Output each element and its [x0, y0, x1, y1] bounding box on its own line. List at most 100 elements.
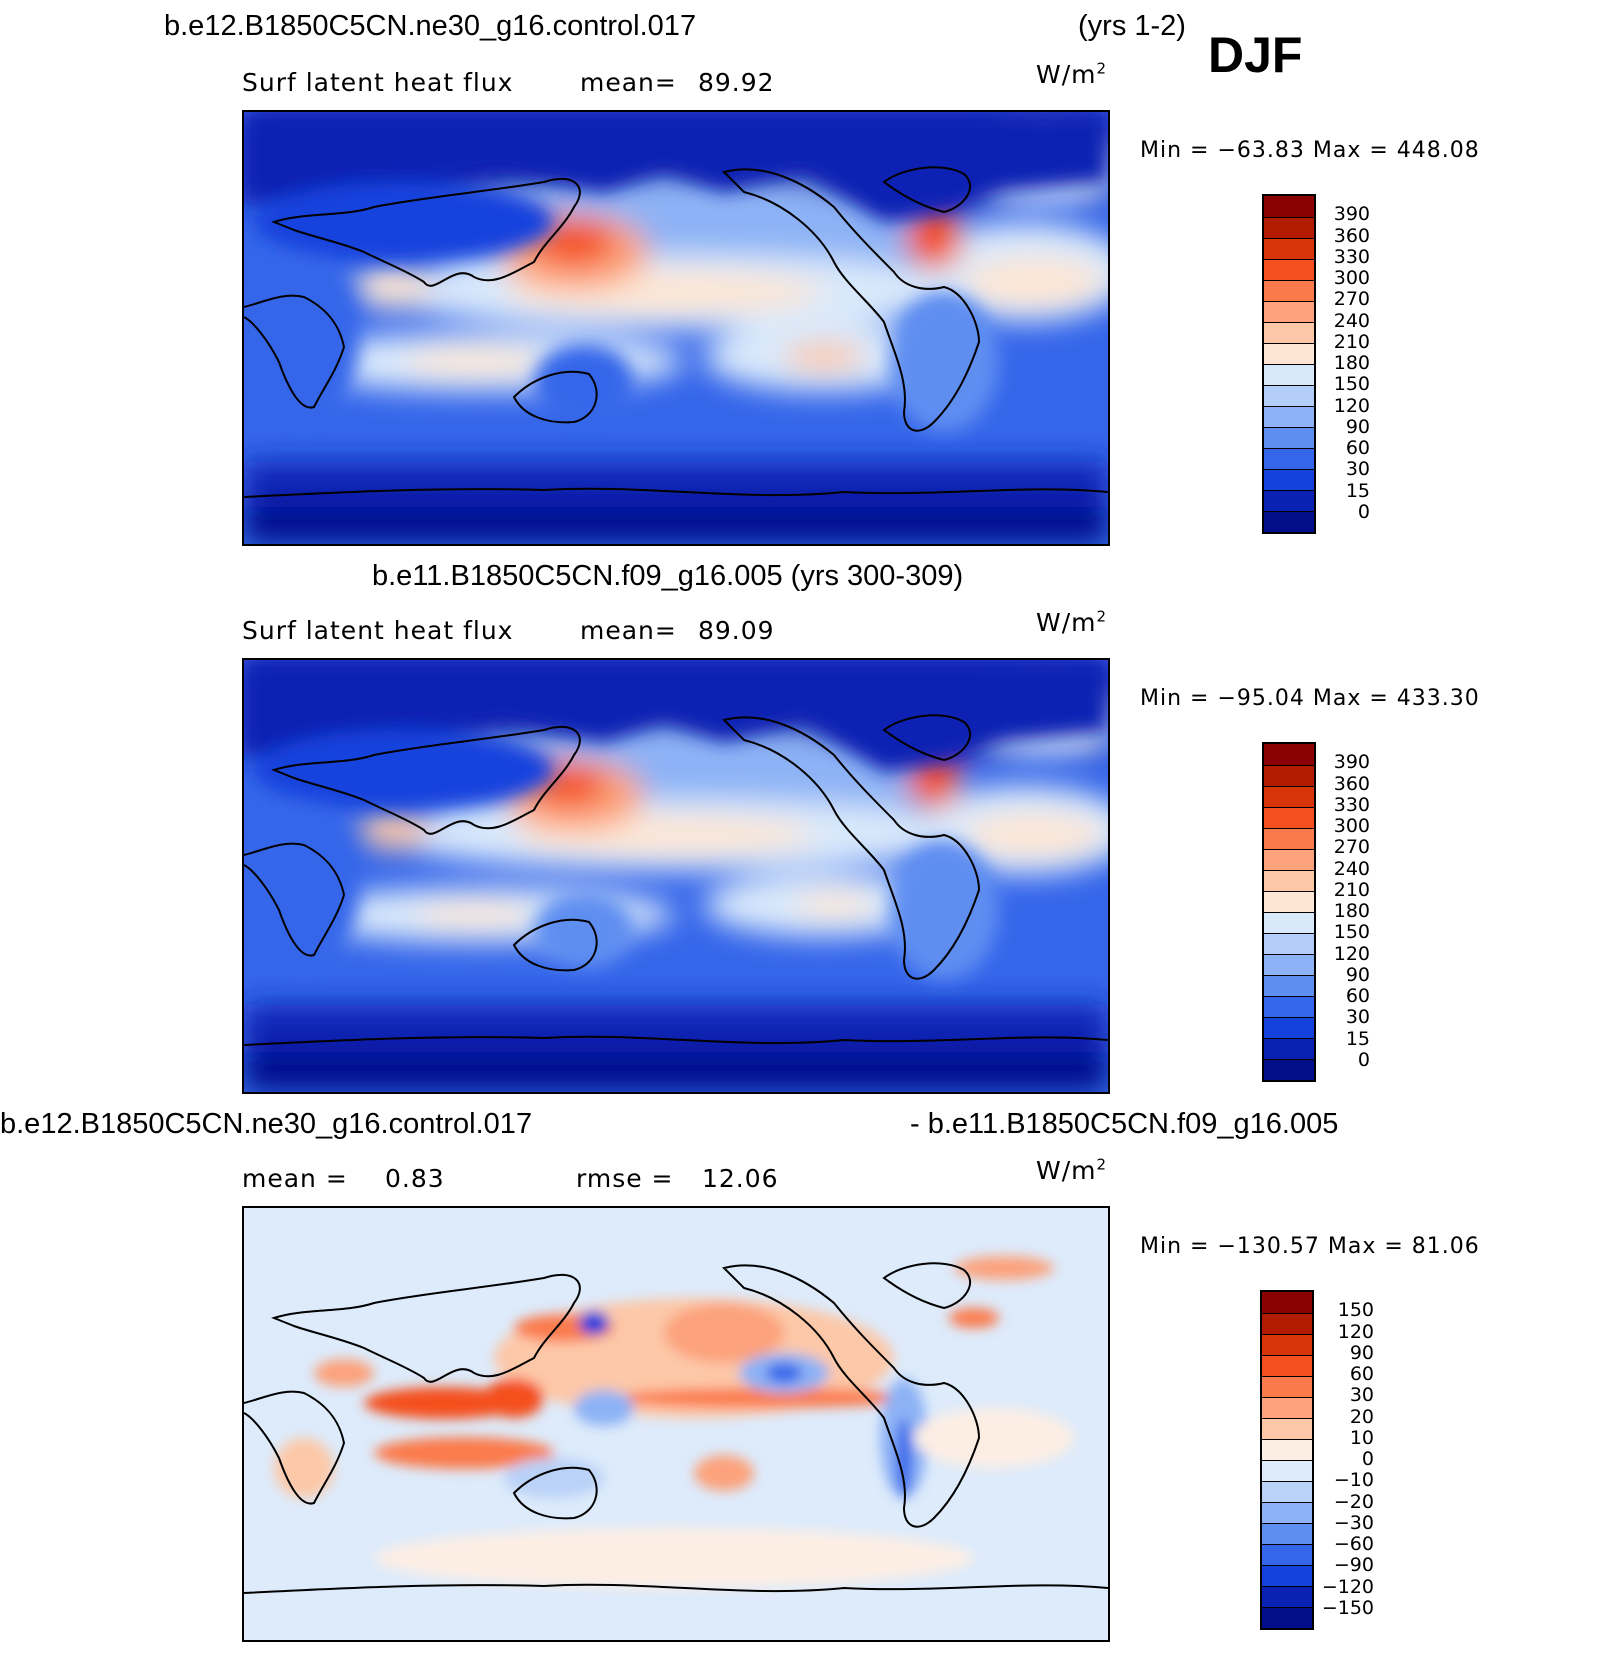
- colorbar-tick-label: 300: [1333, 815, 1370, 837]
- colorbar-tick-label: 120: [1337, 1320, 1374, 1343]
- colorbar-swatch: [1264, 954, 1314, 975]
- colorbar-swatch: [1264, 828, 1314, 849]
- colorbar-swatch: [1264, 975, 1314, 996]
- panel1-variable: Surf latent heat flux: [242, 68, 514, 97]
- colorbar-tick-label: 210: [1333, 330, 1370, 353]
- colorbar-tick-label: −120: [1321, 1575, 1374, 1598]
- panel1-mean-label: mean=: [580, 68, 677, 97]
- panel1-colorbar: [1262, 194, 1316, 534]
- colorbar-tick-label: 390: [1333, 203, 1370, 226]
- colorbar-swatch: [1264, 1059, 1314, 1080]
- colorbar-swatch: [1262, 1460, 1312, 1481]
- colorbar-swatch: [1262, 1586, 1312, 1607]
- colorbar-swatch: [1264, 217, 1314, 238]
- colorbar-swatch: [1264, 385, 1314, 406]
- colorbar-tick-label: 180: [1333, 352, 1370, 374]
- colorbar-swatch: [1262, 1607, 1312, 1628]
- colorbar-swatch: [1262, 1313, 1312, 1334]
- colorbar-swatch: [1264, 259, 1314, 280]
- colorbar-tick-label: −30: [1333, 1511, 1374, 1534]
- panel2-map: [242, 658, 1110, 1094]
- colorbar-tick-label: 0: [1361, 1448, 1374, 1470]
- colorbar-tick-label: 120: [1333, 394, 1370, 417]
- panel1-units: W/m2: [1036, 59, 1108, 89]
- colorbar-swatch: [1262, 1334, 1312, 1355]
- colorbar-swatch: [1264, 786, 1314, 807]
- panel1-map: [242, 110, 1110, 546]
- colorbar-tick-label: −90: [1333, 1554, 1374, 1577]
- colorbar-tick-label: 150: [1333, 921, 1370, 944]
- colorbar-tick-label: 0: [1357, 1048, 1370, 1071]
- colorbar-tick-label: 240: [1333, 857, 1370, 880]
- colorbar-tick-label: 240: [1333, 309, 1370, 332]
- panel2-units: W/m2: [1036, 607, 1108, 637]
- colorbar-swatch: [1264, 280, 1314, 301]
- colorbar-tick-label: 270: [1333, 288, 1370, 311]
- panel2-colorbar: [1262, 742, 1316, 1082]
- panel2-colorbar-labels: 390 360 330 300 270 240 210 180 150 120 90 60 30 15 0: [1320, 742, 1370, 1082]
- panel2-variable: Surf latent heat flux: [242, 616, 514, 645]
- colorbar-tick-label: 30: [1345, 458, 1370, 481]
- colorbar-tick-label: 15: [1345, 479, 1370, 502]
- colorbar-swatch: [1262, 1565, 1312, 1586]
- colorbar-tick-label: 150: [1337, 1299, 1374, 1322]
- colorbar-tick-label: 390: [1333, 751, 1370, 774]
- panel1-mean-value: 89.92: [698, 68, 775, 97]
- colorbar-tick-label: 0: [1357, 500, 1370, 523]
- colorbar-swatch: [1264, 196, 1314, 217]
- years-label: (yrs 1-2): [1078, 10, 1186, 42]
- panel2-title: b.e11.B1850C5CN.f09_g16.005 (yrs 300-309…: [372, 560, 964, 592]
- colorbar-tick-label: 30: [1345, 1006, 1370, 1029]
- colorbar-swatch: [1262, 1502, 1312, 1523]
- colorbar-swatch: [1264, 891, 1314, 912]
- panel3-title-right: - b.e11.B1850C5CN.f09_g16.005: [910, 1108, 1339, 1140]
- colorbar-tick-label: 15: [1345, 1027, 1370, 1050]
- colorbar-swatch: [1264, 427, 1314, 448]
- colorbar-tick-label: 150: [1333, 373, 1370, 396]
- panel2-minmax: Min = −95.04 Max = 433.30: [1140, 686, 1480, 711]
- panel3-mean-value: 0.83: [385, 1164, 445, 1193]
- colorbar-tick-label: 210: [1333, 878, 1370, 901]
- panel3-map: [242, 1206, 1110, 1642]
- panel2-mean-label: mean=: [580, 616, 677, 645]
- colorbar-tick-label: 60: [1345, 985, 1370, 1007]
- panel3-minmax: Min = −130.57 Max = 81.06: [1140, 1234, 1480, 1259]
- colorbar-swatch: [1264, 448, 1314, 469]
- colorbar-swatch: [1262, 1544, 1312, 1565]
- colorbar-tick-label: 60: [1345, 437, 1370, 459]
- colorbar-swatch: [1264, 490, 1314, 511]
- colorbar-tick-label: 330: [1333, 245, 1370, 268]
- colorbar-swatch: [1264, 469, 1314, 490]
- colorbar-tick-label: −60: [1333, 1533, 1374, 1555]
- colorbar-swatch: [1264, 933, 1314, 954]
- colorbar-swatch: [1262, 1376, 1312, 1397]
- colorbar-tick-label: 300: [1333, 267, 1370, 289]
- panel3-units: W/m2: [1036, 1155, 1108, 1185]
- colorbar-tick-label: 360: [1333, 772, 1370, 795]
- colorbar-swatch: [1262, 1523, 1312, 1544]
- colorbar-tick-label: 60: [1349, 1363, 1374, 1385]
- colorbar-swatch: [1264, 765, 1314, 786]
- colorbar-tick-label: 10: [1349, 1426, 1374, 1449]
- colorbar-swatch: [1264, 912, 1314, 933]
- colorbar-swatch: [1264, 744, 1314, 765]
- colorbar-tick-label: 360: [1333, 224, 1370, 247]
- colorbar-tick-label: 90: [1345, 963, 1370, 986]
- panel2-mean-value: 89.09: [698, 616, 775, 645]
- colorbar-swatch: [1264, 511, 1314, 532]
- colorbar-swatch: [1262, 1439, 1312, 1460]
- panel1-colorbar-labels: 390 360 330 300 270 240 210 180 150 120 90 60 30 15 0: [1320, 194, 1370, 534]
- colorbar-swatch: [1262, 1355, 1312, 1376]
- colorbar-swatch: [1264, 1017, 1314, 1038]
- colorbar-tick-label: 20: [1349, 1405, 1374, 1428]
- case-title: b.e12.B1850C5CN.ne30_g16.control.017: [164, 10, 697, 42]
- colorbar-tick-label: 90: [1349, 1341, 1374, 1364]
- colorbar-tick-label: −150: [1321, 1596, 1374, 1619]
- colorbar-swatch: [1264, 870, 1314, 891]
- colorbar-swatch: [1264, 322, 1314, 343]
- colorbar-tick-label: 30: [1349, 1384, 1374, 1407]
- colorbar-swatch: [1264, 849, 1314, 870]
- colorbar-swatch: [1264, 1038, 1314, 1059]
- season-label: DJF: [1208, 27, 1303, 83]
- colorbar-swatch: [1264, 364, 1314, 385]
